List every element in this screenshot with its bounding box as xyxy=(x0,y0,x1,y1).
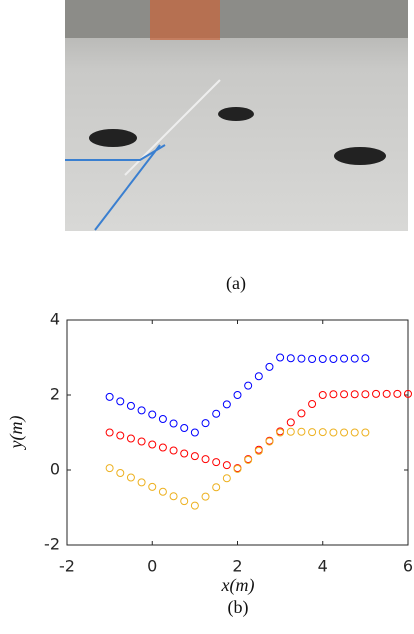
point xyxy=(180,449,189,458)
point xyxy=(105,428,114,437)
point xyxy=(350,428,359,437)
point xyxy=(116,397,125,406)
point xyxy=(361,390,370,399)
point xyxy=(169,446,178,455)
point xyxy=(212,483,221,492)
point xyxy=(308,355,317,363)
point xyxy=(201,455,210,464)
point xyxy=(329,390,338,399)
x-tick-label: 6 xyxy=(403,557,413,576)
point xyxy=(212,458,221,467)
point xyxy=(105,464,114,473)
caption: (a) xyxy=(226,273,246,294)
point xyxy=(393,389,402,398)
point xyxy=(201,419,210,428)
x-tick-label: -2 xyxy=(59,557,75,576)
x-tick-label: 2 xyxy=(232,557,242,576)
point xyxy=(148,440,157,449)
point xyxy=(361,354,370,363)
point xyxy=(233,464,242,473)
y-tick-label: -2 xyxy=(44,535,60,554)
point xyxy=(276,353,285,362)
point xyxy=(137,406,146,415)
point xyxy=(308,428,317,437)
point xyxy=(180,497,189,506)
point xyxy=(265,437,274,446)
x-tick-label: 0 xyxy=(147,557,157,576)
point xyxy=(169,492,178,501)
point xyxy=(308,400,317,408)
x-tick-label: 4 xyxy=(318,557,328,576)
point xyxy=(372,389,381,398)
point xyxy=(126,434,135,443)
point xyxy=(233,391,242,399)
point xyxy=(137,478,146,487)
point xyxy=(190,428,199,437)
point xyxy=(254,372,263,381)
point xyxy=(126,473,135,482)
point xyxy=(201,492,210,501)
point xyxy=(169,419,178,428)
point xyxy=(350,390,359,399)
photo xyxy=(65,0,408,231)
point xyxy=(329,355,338,363)
point xyxy=(297,354,306,363)
point xyxy=(158,487,167,496)
point xyxy=(382,389,391,398)
point xyxy=(105,392,114,401)
point xyxy=(190,501,199,510)
point xyxy=(318,428,327,437)
point xyxy=(137,437,146,446)
point xyxy=(276,428,285,437)
y-axis-label: y(m) xyxy=(6,416,27,451)
y-tick-label: 2 xyxy=(50,385,60,404)
point xyxy=(318,355,327,363)
point xyxy=(126,401,135,410)
point xyxy=(158,443,167,452)
point xyxy=(190,452,199,461)
point xyxy=(318,391,327,399)
point xyxy=(286,418,295,427)
point xyxy=(297,409,306,418)
point xyxy=(340,354,349,363)
point xyxy=(265,362,274,371)
point xyxy=(244,455,253,464)
point xyxy=(148,410,157,419)
point xyxy=(286,427,295,436)
y-tick-label: 0 xyxy=(50,460,60,479)
point xyxy=(222,474,231,483)
point xyxy=(244,381,253,390)
x-axis-label: x(m) xyxy=(221,575,255,596)
point xyxy=(158,415,167,423)
point xyxy=(116,469,125,477)
point xyxy=(286,354,295,363)
point xyxy=(222,461,231,470)
point xyxy=(361,428,370,437)
point xyxy=(180,424,189,432)
point xyxy=(329,428,338,437)
point xyxy=(297,427,306,436)
point xyxy=(222,400,231,409)
point xyxy=(350,354,359,363)
point xyxy=(340,428,349,437)
point xyxy=(116,431,125,440)
point xyxy=(254,446,263,455)
point xyxy=(340,390,349,399)
caption: (b) xyxy=(228,597,249,618)
point xyxy=(212,409,221,418)
point xyxy=(148,482,157,491)
point xyxy=(404,389,412,398)
y-tick-label: 4 xyxy=(50,310,60,329)
